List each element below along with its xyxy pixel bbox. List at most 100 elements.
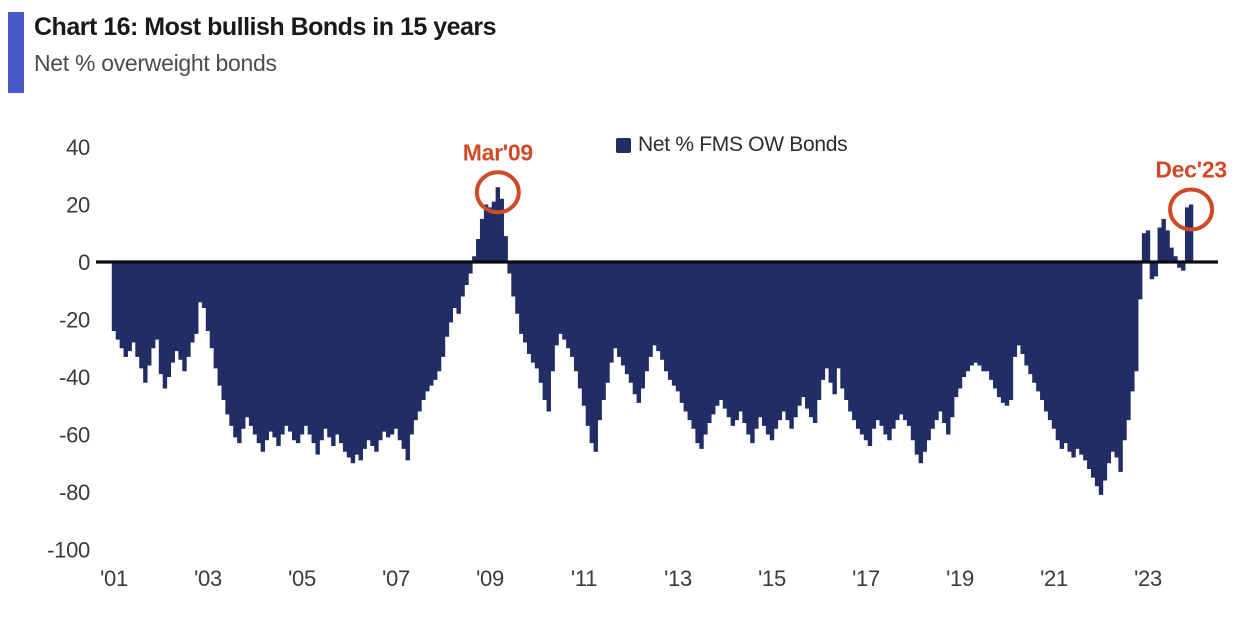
bar: [930, 262, 935, 429]
bar: [546, 262, 551, 412]
bar: [397, 262, 403, 441]
bar: [902, 262, 908, 421]
bar: [170, 262, 175, 363]
x-axis-tick-label: '23: [1134, 566, 1162, 591]
bar: [1114, 262, 1119, 458]
y-axis-tick-label: -80: [59, 480, 90, 505]
bar: [511, 262, 516, 297]
bar: [714, 262, 720, 406]
bar: [750, 262, 755, 444]
bar: [432, 262, 438, 380]
bar: [785, 262, 790, 421]
bar: [687, 262, 692, 421]
bar: [1173, 256, 1178, 262]
bar: [789, 262, 794, 429]
bar: [331, 262, 336, 446]
bar: [550, 262, 555, 372]
bar: [605, 262, 610, 383]
bar: [589, 262, 595, 444]
bar: [452, 262, 457, 308]
bar: [264, 262, 269, 441]
bar: [272, 262, 277, 438]
bar: [374, 262, 379, 452]
bar: [464, 262, 469, 285]
bar: [1145, 230, 1151, 263]
bar: [479, 218, 485, 263]
bar: [879, 262, 884, 426]
bar: [969, 262, 974, 366]
bar: [221, 262, 226, 400]
bar: [946, 262, 951, 435]
bar: [781, 262, 786, 412]
y-axis-tick-label: 0: [78, 250, 90, 275]
bar: [734, 262, 739, 421]
bar: [1094, 262, 1100, 487]
bar: [311, 262, 316, 444]
x-axis-tick-label: '11: [571, 566, 597, 591]
bar: [135, 262, 140, 357]
bar: [354, 262, 360, 455]
bar: [190, 262, 195, 343]
bar: [660, 262, 665, 360]
bar: [139, 262, 144, 369]
bar: [906, 262, 912, 426]
bar: [875, 262, 880, 421]
bar: [636, 262, 642, 403]
y-axis-tick-label: 20: [66, 193, 90, 218]
bar: [123, 262, 128, 357]
bar: [1032, 262, 1037, 383]
bar: [468, 262, 473, 274]
bar: [899, 262, 904, 415]
bar: [542, 262, 548, 400]
bar: [973, 262, 978, 363]
bar: [1075, 262, 1080, 449]
bar: [601, 262, 606, 400]
bar: [1043, 262, 1049, 412]
bar: [691, 262, 696, 429]
bar: [1126, 262, 1131, 421]
bar: [205, 262, 211, 331]
bar: [566, 262, 571, 349]
bar: [656, 262, 661, 352]
bar: [957, 262, 963, 389]
bar: [1016, 262, 1021, 346]
bar: [597, 262, 602, 421]
bar: [1149, 262, 1155, 280]
bar: [577, 262, 583, 389]
bar: [848, 262, 853, 412]
bar: [652, 262, 657, 346]
bar: [413, 262, 418, 421]
bar: [832, 262, 837, 395]
bar: [1157, 227, 1162, 262]
bar: [707, 262, 712, 423]
bar: [989, 262, 994, 380]
bar: [675, 262, 681, 392]
bar: [174, 262, 179, 352]
chart-title: Chart 16: Most bullish Bonds in 15 years: [34, 13, 497, 41]
bar: [158, 262, 164, 375]
bar: [523, 262, 528, 343]
bar: [119, 262, 125, 349]
bar: [268, 262, 273, 432]
bar: [209, 262, 215, 349]
bar: [855, 262, 861, 429]
bar: [483, 204, 489, 262]
bar: [323, 262, 328, 429]
bar: [1071, 262, 1076, 458]
bar: [166, 262, 172, 377]
bar: [1059, 262, 1065, 449]
bar: [617, 262, 622, 357]
bar: [840, 262, 845, 389]
bar: [197, 262, 203, 303]
bar: [456, 262, 461, 314]
bar: [1177, 262, 1182, 268]
bar: [765, 262, 771, 435]
bar: [863, 262, 869, 441]
title-accent-bar: [8, 12, 24, 93]
bar: [754, 262, 759, 429]
bar: [836, 262, 841, 369]
bar: [288, 262, 293, 432]
bar: [154, 262, 160, 340]
bar: [162, 262, 168, 389]
